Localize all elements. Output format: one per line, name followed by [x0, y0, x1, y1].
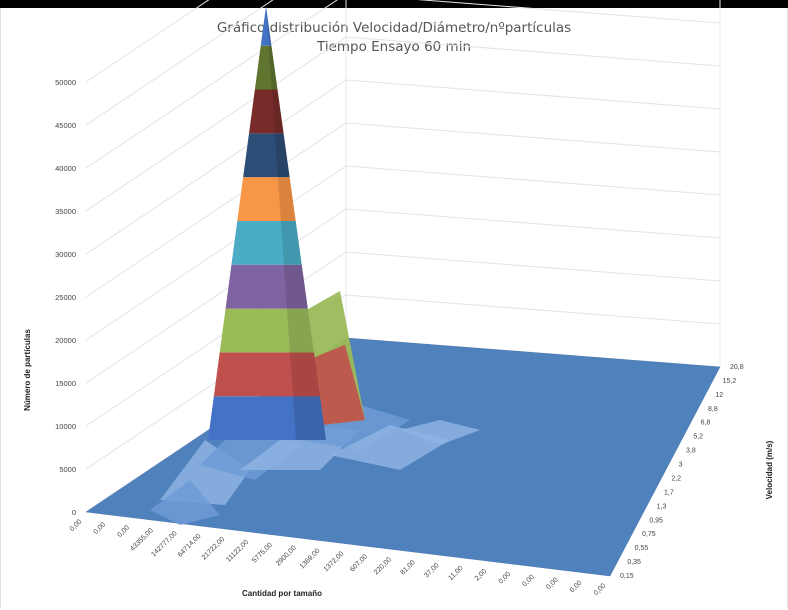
- x-tick-label: 220,00: [373, 556, 393, 576]
- peak-band: [249, 89, 284, 134]
- gridline: [85, 251, 721, 427]
- x-tick-label: 0,00: [69, 518, 84, 533]
- peak-shade: [266, 6, 272, 46]
- peak-band: [260, 6, 272, 46]
- peak-band: [208, 396, 326, 440]
- x-tick-label: 81,00: [400, 559, 417, 576]
- chart-subtitle: Tiempo Ensayo 60 min: [316, 39, 472, 55]
- peak-band: [254, 45, 278, 90]
- x-tick-label: 0,00: [93, 521, 108, 536]
- peak-shade: [286, 308, 314, 353]
- peak-shade: [277, 177, 296, 221]
- y-tick-label: 5,2: [693, 434, 703, 441]
- x-tick-label: 0,00: [593, 582, 608, 597]
- peak-band: [231, 220, 302, 265]
- gridline: [85, 165, 721, 341]
- peak-shade: [283, 264, 308, 309]
- x-tick-label: 2,00: [474, 568, 489, 583]
- surface-ripple: [300, 405, 410, 450]
- x-tick-label: 43355,00: [129, 527, 155, 553]
- y-tick-label: 3,8: [686, 448, 696, 455]
- x-tick-label: 64714,00: [177, 533, 203, 559]
- peak-band: [225, 264, 308, 309]
- peak-band: [243, 133, 290, 178]
- x-tick-label: 2900,00: [275, 545, 298, 568]
- peak-shade: [292, 396, 326, 440]
- chart-walls: [345, 0, 721, 367]
- x-tick-label: 1372,00: [323, 550, 346, 573]
- x-tick-label: 0,00: [569, 579, 584, 594]
- surface-ripple: [400, 420, 480, 445]
- y-axis-title: Velocidad (m/s): [765, 440, 774, 499]
- y-tick-label: 0,15: [620, 573, 634, 580]
- x-tick-label: 1369,00: [299, 547, 322, 570]
- z-tick-label: 0: [72, 508, 76, 517]
- gridline: [85, 79, 721, 255]
- y-tick-label: 0,95: [649, 517, 663, 524]
- x-tick-label: 0,00: [498, 571, 513, 586]
- chart-peak: [208, 6, 365, 440]
- x-tick-label: 142777,00: [150, 530, 178, 558]
- y-tick-label: 0,75: [642, 531, 656, 538]
- y-tick-label: 2,2: [671, 475, 681, 482]
- x-tick-label: 607,00: [349, 553, 369, 573]
- x-tick-label: 0,00: [521, 574, 536, 589]
- y-tick-label: 8,8: [708, 406, 718, 413]
- x-axis-title: Cantidad por tamaño: [242, 589, 322, 598]
- y-tick-label: 12: [715, 392, 723, 399]
- chart-gridlines: [85, 0, 721, 513]
- gridline: [85, 0, 721, 169]
- top-border: [0, 0, 788, 8]
- peak-shade: [274, 133, 290, 178]
- gridline: [85, 294, 721, 470]
- gridline: [85, 36, 721, 212]
- y-tick-label: 20,8: [730, 364, 744, 371]
- z-tick-label: 5000: [59, 465, 76, 474]
- peak-band: [237, 177, 296, 221]
- z-tick-label: 10000: [55, 422, 76, 431]
- peak-shade: [280, 220, 302, 265]
- y-tick-label: 6,8: [701, 420, 711, 427]
- y-tick-label: 0,55: [635, 545, 649, 552]
- z-tick-label: 45000: [55, 121, 76, 130]
- chart-title: Gráfico distribución Velocidad/Diámetro/…: [216, 20, 572, 36]
- y-tick-label: 1,3: [657, 503, 667, 510]
- chart-floor: [85, 337, 721, 577]
- x-tick-label: 0,00: [545, 577, 560, 592]
- z-tick-label: 40000: [55, 164, 76, 173]
- x-tick-label: 37,00: [423, 562, 440, 579]
- x-tick-label: 11,00: [448, 565, 465, 582]
- x-tick-label: 21722,00: [201, 536, 227, 562]
- peak-shade: [271, 89, 284, 134]
- x-tick-label: 5775,00: [251, 542, 274, 565]
- y-tick-label: 1,7: [664, 489, 674, 496]
- z-tick-label: 50000: [55, 78, 76, 87]
- peak-band: [213, 352, 320, 397]
- z-tick-label: 35000: [55, 207, 76, 216]
- y-tick-label: 0,35: [627, 559, 641, 566]
- gridline: [85, 208, 721, 384]
- peak-band: [219, 308, 314, 353]
- x-tick-label: 11122,00: [225, 539, 250, 564]
- z-tick-label: 20000: [55, 336, 76, 345]
- peak-shade: [289, 352, 320, 397]
- peak-shade: [268, 45, 278, 90]
- x-tick-label: 0,00: [116, 524, 131, 539]
- z-tick-label: 15000: [55, 379, 76, 388]
- z-tick-label: 30000: [55, 250, 76, 259]
- gridline: [85, 122, 721, 298]
- y-tick-label: 15,2: [723, 378, 737, 385]
- surface-ripple: [150, 480, 220, 525]
- z-axis-title: Número de partículas: [23, 329, 32, 411]
- gridline: [85, 0, 274, 126]
- gridline: [85, 0, 210, 83]
- z-tick-label: 25000: [55, 293, 76, 302]
- y-tick-label: 3: [679, 462, 683, 469]
